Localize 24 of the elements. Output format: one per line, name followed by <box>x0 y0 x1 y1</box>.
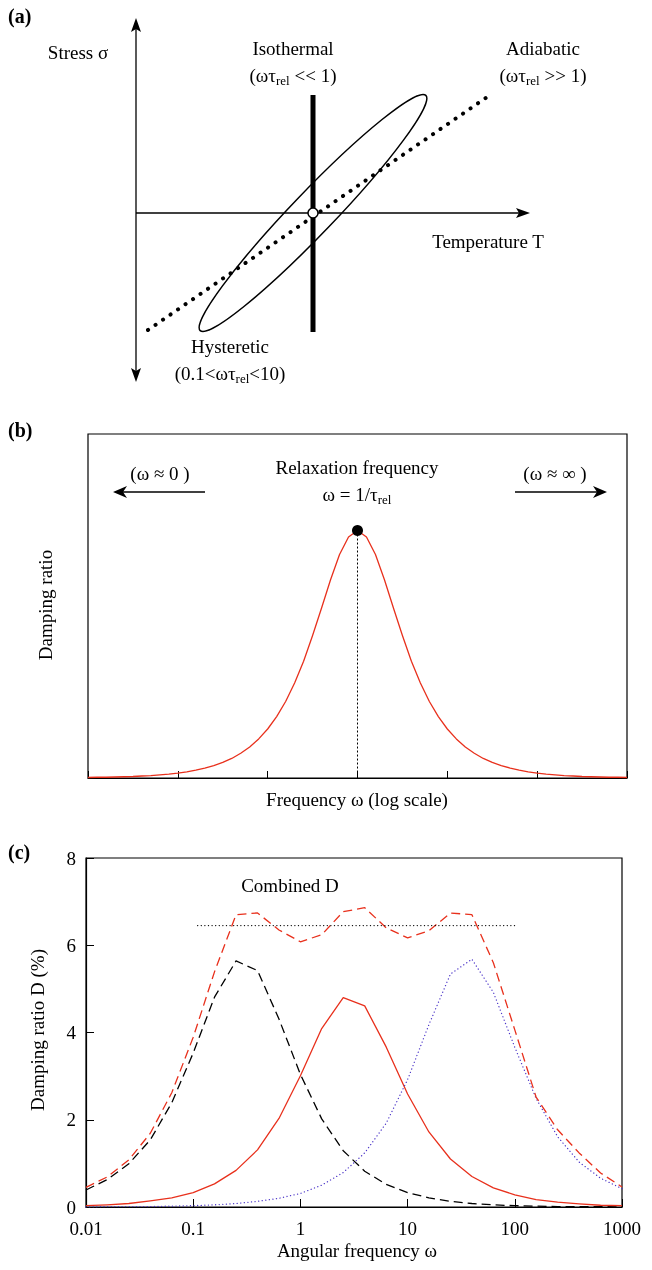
text: Stress σ <box>47 41 109 63</box>
line-series <box>85 907 623 1189</box>
chart-title: (c) <box>8 841 31 864</box>
annotation: Combined D <box>241 874 339 896</box>
y-tick-label: 2 <box>66 1109 76 1131</box>
x-tick-label: 100 <box>500 1218 530 1239</box>
x-tick-label: 0.01 <box>69 1218 103 1239</box>
y-axis-title: Damping ratio D (%) <box>26 949 49 1111</box>
y-axis-title: Damping ratio <box>34 549 56 661</box>
x-axis-title: Angular frequency ω <box>276 1239 438 1261</box>
text: (a) <box>8 5 32 28</box>
x-axis-title: Frequency ω (log scale) <box>266 788 448 811</box>
y-tick-label: 6 <box>66 934 76 956</box>
text: (ω ≈ 0 ) <box>130 462 190 485</box>
y-tick-label: 4 <box>66 1022 77 1043</box>
x-tick-label: 10 <box>398 1218 418 1239</box>
y-tick-label: 8 <box>66 847 76 869</box>
x-tick-label: 1 <box>295 1218 306 1239</box>
x-tick-label: 1000 <box>603 1218 641 1239</box>
text: (ω ≈ ∞ ) <box>523 462 587 485</box>
x-tick-label: 0.1 <box>181 1218 206 1239</box>
y-tick-label: 0 <box>66 1196 76 1218</box>
text: Temperature T <box>432 230 545 252</box>
chart-title: (b) <box>8 419 33 442</box>
